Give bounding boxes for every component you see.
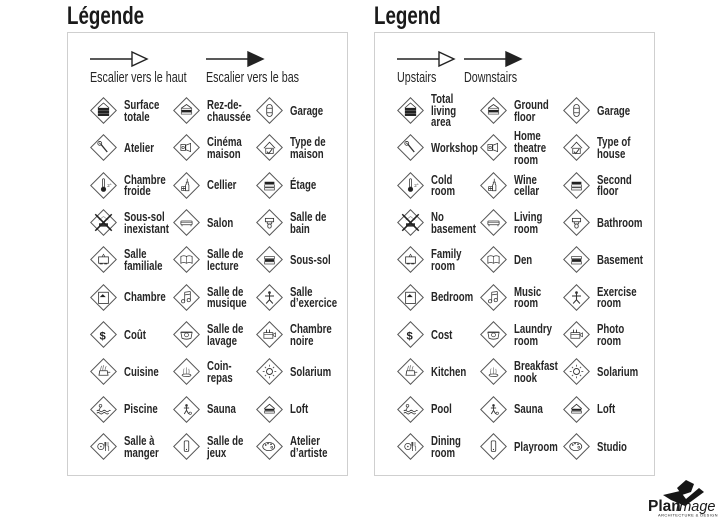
svg-text:$: $ [100,330,107,342]
svg-text:2°: 2° [108,183,113,188]
svg-text:$: $ [407,330,414,342]
svg-text:ARCHITECTURE & DESIGN: ARCHITECTURE & DESIGN [658,513,718,518]
svg-text:2°: 2° [415,183,420,188]
